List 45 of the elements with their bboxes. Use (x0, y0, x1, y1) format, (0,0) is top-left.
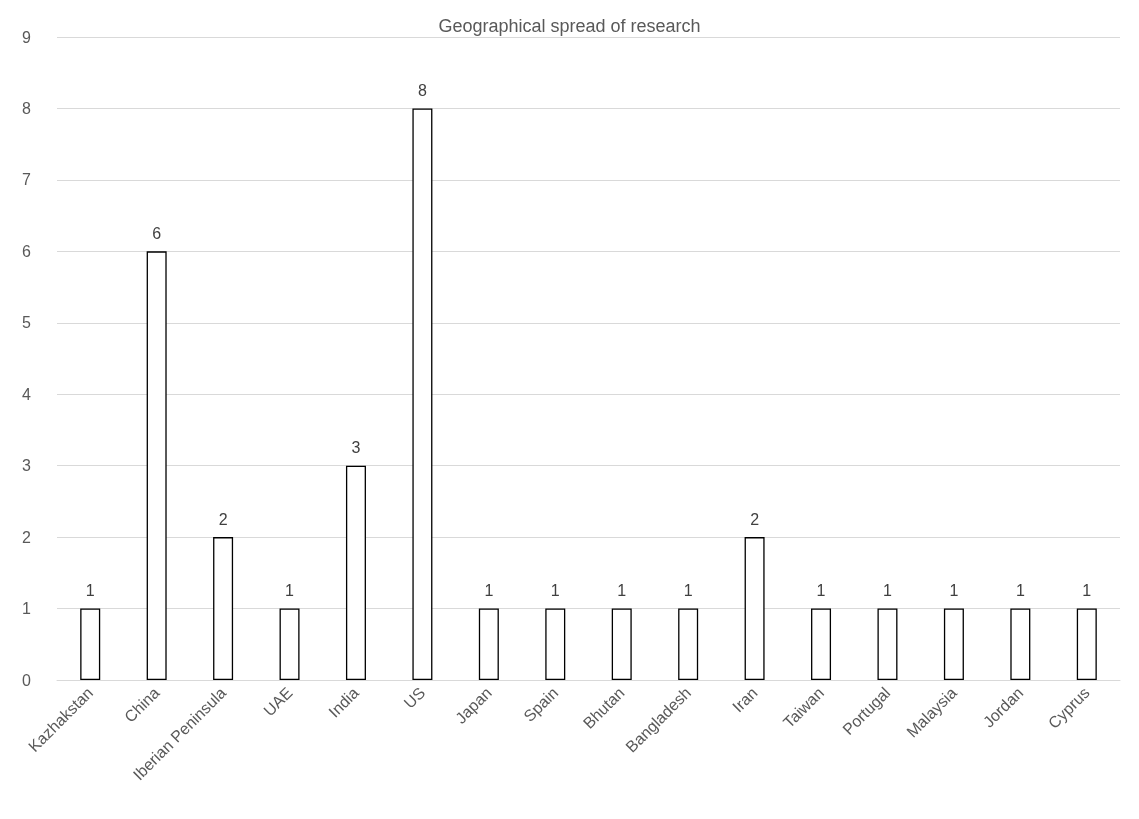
bar (545, 608, 566, 680)
y-tick-label: 8 (22, 99, 32, 117)
bar (811, 608, 832, 680)
data-label: 1 (883, 582, 893, 600)
data-label: 1 (85, 582, 95, 600)
chart-title: Geographical spread of research (438, 16, 701, 36)
data-label: 1 (285, 582, 295, 600)
data-label: 2 (218, 510, 228, 528)
data-label: 2 (750, 510, 760, 528)
y-tick-label: 9 (22, 28, 32, 46)
bar (1010, 608, 1031, 680)
y-tick-label: 6 (22, 242, 32, 260)
bar (478, 608, 499, 680)
data-label: 1 (1015, 582, 1025, 600)
bar (678, 608, 699, 680)
data-label: 1 (816, 582, 826, 600)
data-label: 1 (484, 582, 494, 600)
y-tick-label: 0 (22, 671, 32, 689)
data-label: 1 (550, 582, 560, 600)
x-tick-label: US (400, 683, 429, 712)
bar (744, 537, 765, 680)
data-label: 8 (417, 81, 427, 99)
data-label: 6 (152, 224, 162, 242)
x-tick-label: Iran (729, 683, 761, 716)
bar (146, 251, 167, 680)
y-tick-label: 5 (22, 314, 32, 332)
bar (943, 608, 964, 680)
data-label: 1 (617, 582, 627, 600)
y-tick-label: 4 (22, 385, 32, 403)
bar (279, 608, 300, 680)
bar (80, 608, 101, 680)
y-tick-label: 3 (22, 457, 32, 475)
bar (877, 608, 898, 680)
bar (1076, 608, 1097, 680)
y-tick-label: 2 (22, 528, 32, 546)
data-label: 3 (351, 439, 361, 457)
data-label: 1 (683, 582, 693, 600)
bar (611, 608, 632, 680)
bar (412, 108, 433, 680)
bar (213, 537, 234, 680)
y-tick-label: 7 (22, 171, 32, 189)
y-tick-label: 1 (22, 600, 32, 618)
data-label: 1 (1082, 582, 1092, 600)
bar (345, 465, 366, 680)
data-label: 1 (949, 582, 959, 600)
